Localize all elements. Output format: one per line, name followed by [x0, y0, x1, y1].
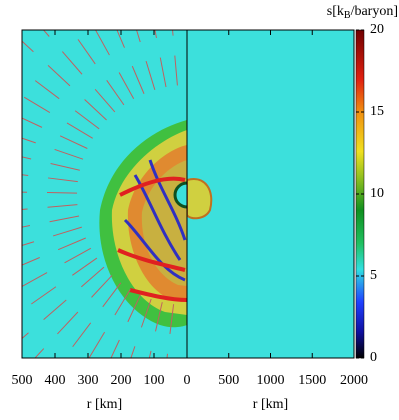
x-tick-label: 300 — [78, 373, 99, 388]
velocity-arrow — [102, 282, 122, 308]
velocity-arrow — [49, 215, 80, 223]
velocity-arrow — [47, 65, 71, 87]
x-tick-label: 500 — [218, 373, 239, 388]
plot-frame — [21, 29, 355, 359]
velocity-arrow — [148, 350, 152, 358]
x-tick-label: 2000 — [340, 373, 368, 388]
velocity-arrow — [22, 137, 36, 144]
velocity-arrow — [52, 226, 82, 237]
velocity-arrow — [114, 289, 131, 316]
velocity-arrow — [133, 400, 140, 420]
velocity-arrow — [72, 257, 98, 276]
left-image — [0, 0, 187, 420]
velocity-arrow — [57, 237, 86, 251]
velocity-arrow — [47, 204, 78, 208]
velocity-arrow — [131, 65, 145, 94]
velocity-arrow — [74, 110, 100, 130]
velocity-arrow — [155, 302, 163, 332]
velocity-arrow — [22, 191, 28, 193]
x-tick-label: 200 — [111, 373, 132, 388]
velocity-arrow — [84, 99, 107, 121]
velocity-arrow — [154, 30, 157, 39]
velocity-arrow — [71, 0, 86, 11]
velocity-arrow — [81, 266, 105, 288]
colorbar-tick-label: 0 — [370, 350, 377, 365]
velocity-arrow — [31, 286, 57, 305]
velocity-arrow — [172, 30, 174, 36]
velocity-arrow — [49, 0, 66, 23]
velocity-arrow — [91, 275, 113, 298]
velocity-arrow — [54, 148, 84, 160]
colorbar-tick-label: 15 — [370, 104, 384, 119]
velocity-arrow — [116, 30, 125, 48]
velocity-arrow — [77, 39, 96, 65]
velocity-arrow — [0, 297, 3, 312]
velocity-arrow — [42, 30, 50, 37]
velocity-arrow — [159, 57, 167, 88]
velocity-arrow — [59, 135, 88, 149]
velocity-arrow — [174, 55, 178, 86]
velocity-arrow — [66, 122, 93, 139]
velocity-arrow — [22, 257, 40, 266]
velocity-arrow — [145, 60, 156, 90]
velocity-arrow — [22, 156, 32, 160]
colorbar-tick-label: 10 — [370, 186, 384, 201]
velocity-arrow — [158, 403, 162, 420]
velocity-arrow — [22, 174, 29, 176]
velocity-arrow — [47, 177, 78, 183]
velocity-arrow — [22, 117, 43, 128]
velocity-arrow — [130, 346, 136, 358]
velocity-arrow — [140, 298, 152, 328]
velocity-arrow — [22, 241, 35, 246]
x-tick-label: 1500 — [298, 373, 326, 388]
velocity-arrow — [127, 294, 141, 323]
velocity-arrow — [0, 71, 7, 86]
velocity-arrow — [61, 51, 83, 75]
velocity-arrow — [64, 247, 92, 264]
velocity-arrow — [50, 163, 80, 171]
x-tick-label: 0 — [184, 373, 191, 388]
right-image — [187, 30, 354, 358]
velocity-arrow — [72, 322, 92, 348]
velocity-arrow — [136, 30, 141, 43]
x-tick-label: 400 — [45, 373, 66, 388]
x-axis-label: r [km] — [87, 397, 122, 412]
velocity-arrow — [34, 80, 60, 100]
velocity-arrow — [110, 339, 120, 358]
velocity-arrow — [47, 192, 78, 194]
velocity-arrow — [94, 89, 116, 113]
velocity-arrow — [57, 311, 79, 335]
x-axis-label: r [km] — [253, 397, 288, 412]
velocity-arrow — [22, 225, 31, 228]
velocity-arrow — [23, 96, 51, 114]
x-tick-label: 100 — [144, 373, 165, 388]
velocity-arrow — [0, 315, 15, 332]
velocity-arrow — [22, 272, 48, 288]
velocity-arrow — [43, 299, 67, 321]
velocity-arrow — [22, 208, 28, 210]
colorbar-tick-label: 5 — [370, 268, 377, 283]
x-tick-label: 1000 — [257, 373, 285, 388]
velocity-arrow — [0, 51, 19, 69]
colorbar-label: s[kB/baryon] — [327, 4, 398, 21]
velocity-arrow — [93, 0, 105, 2]
velocity-arrow — [34, 348, 45, 358]
velocity-arrow — [94, 30, 110, 56]
velocity-arrow — [22, 332, 29, 340]
colorbar-tick-label: 20 — [370, 22, 384, 37]
x-tick-label: 500 — [12, 373, 33, 388]
velocity-arrow — [106, 80, 125, 106]
velocity-arrow — [88, 331, 106, 358]
velocity-arrow — [169, 304, 175, 335]
velocity-arrow — [118, 72, 135, 100]
